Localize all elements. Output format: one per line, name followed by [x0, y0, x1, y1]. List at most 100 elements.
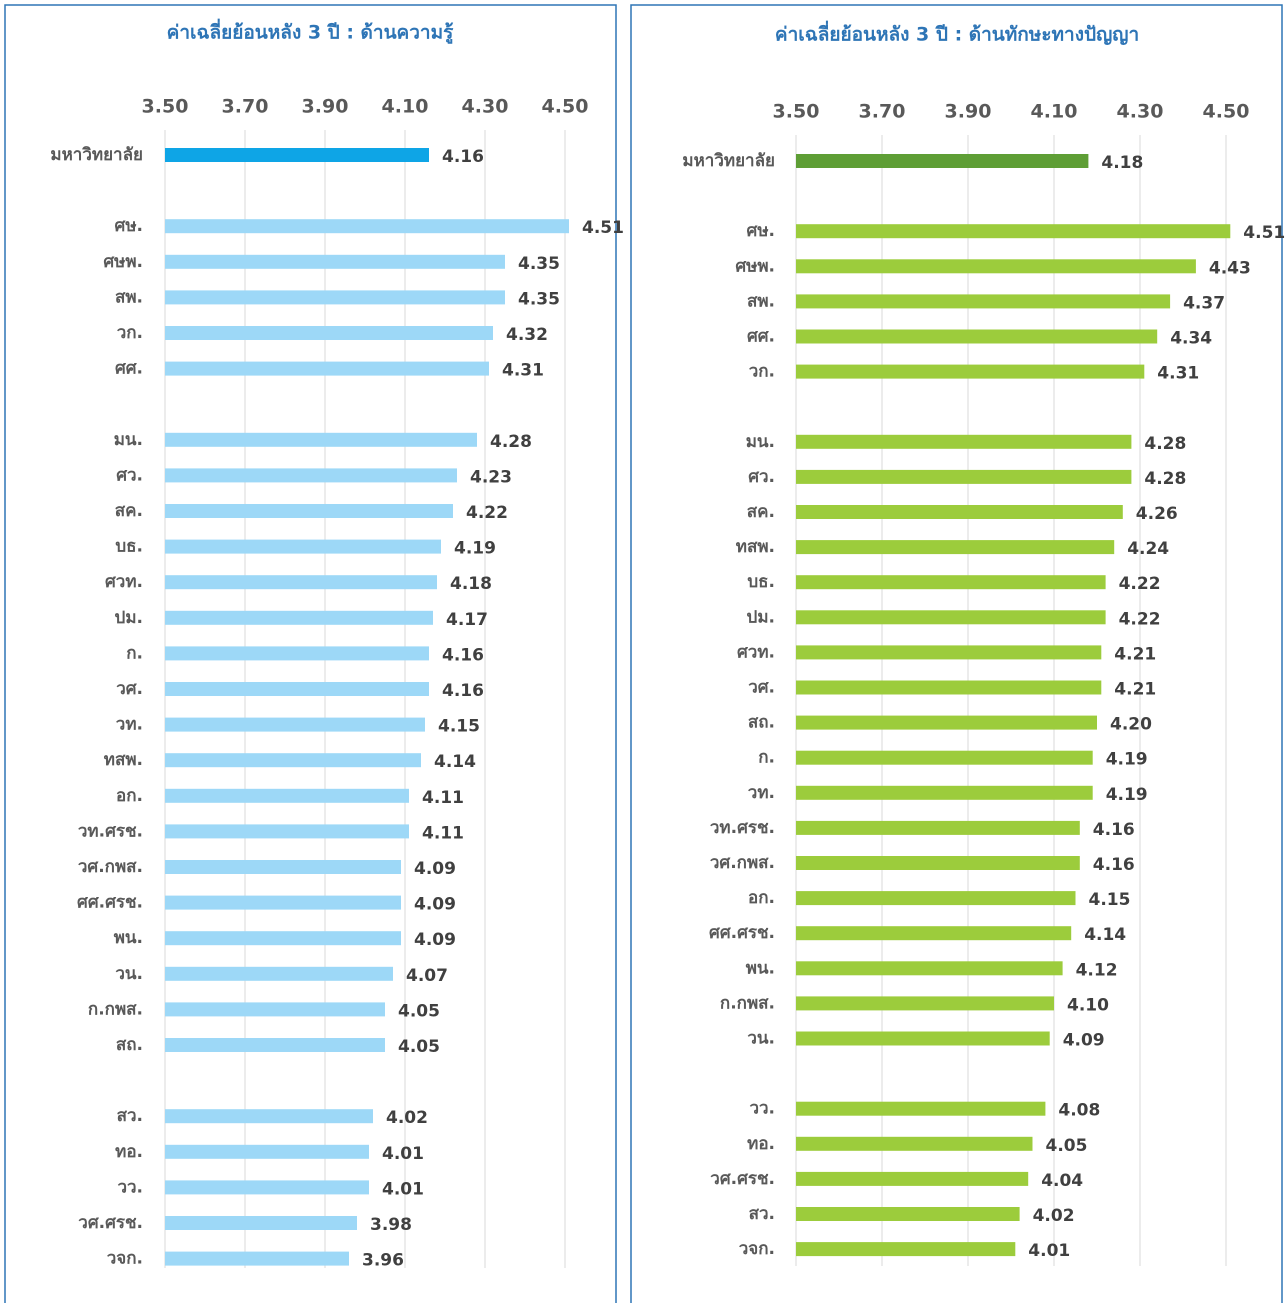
bar — [796, 610, 1106, 625]
bar — [796, 961, 1063, 976]
bar — [796, 224, 1231, 239]
bar — [165, 824, 409, 839]
bar — [165, 646, 429, 661]
bar — [796, 154, 1089, 168]
chart-title: ค่าเฉลี่ยย้อนหลัง 3 ปี : ด้านความรู้ — [167, 19, 454, 45]
bar — [165, 895, 401, 910]
y-tick-label: ก. — [758, 748, 775, 768]
value-label: 4.01 — [382, 1179, 424, 1199]
y-tick-label: อก. — [748, 888, 775, 908]
bar — [796, 1031, 1050, 1046]
value-label: 4.07 — [406, 966, 448, 986]
y-tick-label: มน. — [746, 432, 775, 452]
value-label: 4.14 — [434, 752, 476, 772]
bar — [796, 259, 1196, 274]
bar — [165, 1216, 357, 1230]
value-label: 4.31 — [1157, 364, 1199, 384]
x-tick-label: 4.30 — [1117, 101, 1164, 123]
value-label: 4.21 — [1114, 680, 1156, 700]
bar — [165, 1180, 369, 1195]
value-label: 4.22 — [1119, 609, 1161, 629]
y-tick-label: ก. — [126, 643, 143, 663]
bar — [796, 1207, 1020, 1221]
y-tick-label: ศษพ. — [103, 252, 143, 272]
bar — [165, 788, 409, 803]
value-label: 4.15 — [438, 717, 480, 737]
bar — [165, 860, 401, 874]
y-tick-label: ศศ.ศรช. — [77, 893, 143, 913]
bar — [165, 682, 429, 696]
y-tick-label: วศ.กพส. — [710, 853, 775, 873]
y-tick-label: มหาวิทยาลัย — [682, 151, 775, 171]
x-tick-label: 3.90 — [302, 96, 349, 118]
value-label: 4.18 — [1101, 153, 1143, 173]
value-label: 4.28 — [1144, 434, 1186, 454]
y-tick-label: บธ. — [747, 572, 775, 592]
y-tick-label: พน. — [746, 958, 775, 978]
x-tick-label: 3.50 — [773, 101, 820, 123]
y-tick-label: บธ. — [115, 537, 143, 557]
y-tick-label: ทอ. — [115, 1142, 143, 1162]
bar — [796, 505, 1123, 519]
y-tick-label: สถ. — [748, 713, 775, 733]
y-tick-label: วศ.ศรช. — [78, 1213, 143, 1233]
y-tick-label: ปม. — [747, 607, 775, 627]
value-label: 4.18 — [450, 574, 492, 594]
y-tick-label: วท. — [748, 783, 775, 803]
bar — [165, 361, 489, 376]
bar — [796, 329, 1158, 344]
x-tick-label: 3.90 — [945, 101, 992, 123]
y-tick-label: สค. — [115, 501, 143, 521]
bar — [165, 290, 505, 305]
bar — [796, 575, 1106, 590]
y-tick-label: สถ. — [116, 1035, 143, 1055]
value-label: 4.16 — [1093, 855, 1135, 875]
y-tick-label: ทสพ. — [736, 537, 775, 557]
bar — [796, 1171, 1029, 1186]
bar — [796, 540, 1115, 555]
y-tick-label: อก. — [116, 786, 143, 806]
y-tick-label: สพ. — [747, 291, 775, 311]
bar — [165, 753, 421, 768]
x-tick-label: 4.50 — [542, 96, 589, 118]
bar — [165, 219, 569, 234]
y-tick-label: พน. — [114, 928, 143, 948]
y-tick-label: วว. — [117, 1177, 143, 1197]
bar — [165, 432, 477, 447]
value-label: 4.01 — [1028, 1241, 1070, 1261]
y-tick-label: วน. — [115, 964, 143, 984]
bar — [796, 820, 1080, 835]
value-label: 4.20 — [1110, 715, 1152, 735]
y-tick-label: ทอ. — [747, 1134, 775, 1154]
bar — [796, 1136, 1033, 1151]
x-tick-label: 3.50 — [142, 96, 189, 118]
y-tick-label: สพ. — [115, 287, 143, 307]
bar — [796, 996, 1054, 1011]
y-tick-label: วจก. — [739, 1239, 775, 1259]
value-label: 4.11 — [422, 788, 464, 808]
value-label: 4.31 — [502, 361, 544, 381]
value-label: 4.05 — [398, 1001, 440, 1021]
value-label: 4.21 — [1114, 644, 1156, 664]
bar — [165, 1251, 349, 1266]
value-label: 4.02 — [386, 1108, 428, 1128]
value-label: 4.15 — [1089, 890, 1131, 910]
bar — [165, 148, 429, 162]
bar — [796, 680, 1102, 695]
y-tick-label: ศษ. — [115, 216, 143, 236]
y-tick-label: ก.กพส. — [720, 993, 775, 1013]
bar — [165, 1038, 385, 1052]
x-tick-label: 4.10 — [382, 96, 429, 118]
y-tick-label: ศวท. — [105, 572, 143, 592]
value-label: 4.04 — [1041, 1171, 1083, 1191]
y-tick-label: วก. — [117, 323, 143, 343]
value-label: 4.08 — [1058, 1101, 1100, 1121]
bar — [165, 610, 433, 625]
bar — [165, 539, 441, 554]
bar — [796, 364, 1145, 379]
value-label: 4.05 — [398, 1037, 440, 1057]
bar — [796, 785, 1093, 800]
y-tick-label: วน. — [747, 1029, 775, 1049]
value-label: 4.05 — [1046, 1136, 1088, 1156]
